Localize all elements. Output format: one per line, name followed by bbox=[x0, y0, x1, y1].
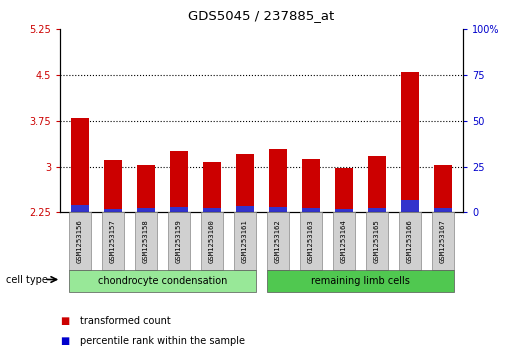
Bar bbox=[104, 160, 122, 212]
Text: GSM1253167: GSM1253167 bbox=[440, 220, 446, 263]
Text: remaining limb cells: remaining limb cells bbox=[311, 276, 410, 286]
Bar bbox=[170, 208, 188, 212]
Text: GSM1253166: GSM1253166 bbox=[407, 220, 413, 263]
Bar bbox=[401, 200, 419, 212]
Bar bbox=[201, 212, 223, 270]
Bar bbox=[400, 212, 421, 270]
Bar bbox=[300, 212, 322, 270]
Text: GSM1253158: GSM1253158 bbox=[143, 220, 149, 263]
Bar bbox=[433, 212, 454, 270]
Bar bbox=[168, 212, 190, 270]
Bar bbox=[434, 165, 452, 212]
Bar bbox=[236, 154, 254, 212]
Bar bbox=[368, 155, 386, 212]
Text: percentile rank within the sample: percentile rank within the sample bbox=[80, 336, 245, 346]
Bar bbox=[234, 212, 256, 270]
Bar bbox=[71, 205, 89, 212]
Bar bbox=[267, 212, 289, 270]
Text: GSM1253162: GSM1253162 bbox=[275, 220, 281, 263]
Text: GSM1253160: GSM1253160 bbox=[209, 220, 215, 263]
Text: GSM1253165: GSM1253165 bbox=[374, 220, 380, 263]
Bar bbox=[104, 209, 122, 212]
Text: GSM1253159: GSM1253159 bbox=[176, 220, 182, 263]
Bar bbox=[302, 208, 320, 212]
Bar bbox=[368, 208, 386, 212]
Text: ■: ■ bbox=[60, 316, 70, 326]
Text: GSM1253161: GSM1253161 bbox=[242, 220, 248, 263]
Text: transformed count: transformed count bbox=[80, 316, 171, 326]
Text: GSM1253157: GSM1253157 bbox=[110, 220, 116, 263]
Bar bbox=[137, 208, 155, 212]
Text: GSM1253163: GSM1253163 bbox=[308, 220, 314, 263]
Bar bbox=[170, 151, 188, 212]
Bar bbox=[333, 212, 355, 270]
Bar bbox=[366, 212, 388, 270]
Bar bbox=[335, 209, 353, 212]
Text: chondrocyte condensation: chondrocyte condensation bbox=[98, 276, 227, 286]
Text: GSM1253164: GSM1253164 bbox=[341, 220, 347, 263]
Text: GDS5045 / 237885_at: GDS5045 / 237885_at bbox=[188, 9, 335, 22]
Bar bbox=[335, 168, 353, 212]
Bar bbox=[203, 208, 221, 212]
Text: GSM1253156: GSM1253156 bbox=[77, 220, 83, 263]
Bar bbox=[135, 212, 157, 270]
Bar bbox=[69, 270, 256, 292]
Bar bbox=[302, 159, 320, 212]
Bar bbox=[203, 162, 221, 212]
Bar bbox=[102, 212, 123, 270]
Bar bbox=[401, 72, 419, 212]
Bar bbox=[236, 206, 254, 212]
Bar bbox=[71, 118, 89, 212]
Text: ■: ■ bbox=[60, 336, 70, 346]
Bar bbox=[267, 270, 454, 292]
Bar bbox=[434, 208, 452, 212]
Text: cell type: cell type bbox=[6, 275, 48, 285]
Bar bbox=[269, 150, 287, 212]
Bar bbox=[269, 208, 287, 212]
Bar bbox=[69, 212, 90, 270]
Bar bbox=[137, 165, 155, 212]
